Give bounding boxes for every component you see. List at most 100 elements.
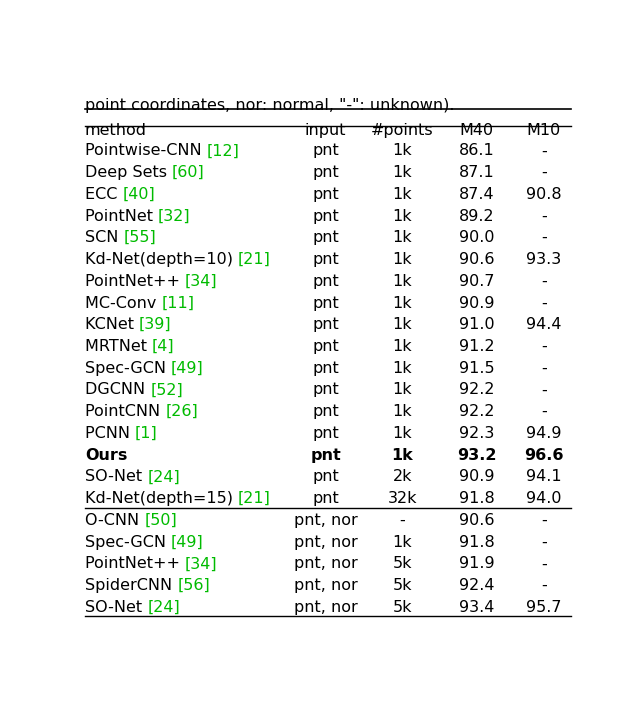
Text: 91.8: 91.8	[459, 534, 495, 550]
Text: method: method	[85, 123, 147, 137]
Text: -: -	[541, 295, 547, 310]
Text: -: -	[541, 165, 547, 180]
Text: [50]: [50]	[144, 513, 177, 528]
Text: 93.4: 93.4	[459, 600, 495, 615]
Text: 93.3: 93.3	[526, 252, 561, 267]
Text: -: -	[541, 231, 547, 245]
Text: PointNet: PointNet	[85, 209, 158, 223]
Text: PointNet++: PointNet++	[85, 274, 185, 289]
Text: -: -	[541, 382, 547, 398]
Text: 90.7: 90.7	[459, 274, 495, 289]
Text: -: -	[541, 513, 547, 528]
Text: 1k: 1k	[392, 187, 412, 202]
Text: 91.8: 91.8	[459, 491, 495, 506]
Text: pnt: pnt	[312, 404, 339, 419]
Text: 1k: 1k	[392, 382, 412, 398]
Text: -: -	[541, 556, 547, 571]
Text: DGCNN: DGCNN	[85, 382, 150, 398]
Text: 90.6: 90.6	[459, 513, 495, 528]
Text: 32k: 32k	[388, 491, 417, 506]
Text: [4]: [4]	[152, 339, 175, 354]
Text: 5k: 5k	[393, 600, 412, 615]
Text: [34]: [34]	[185, 274, 218, 289]
Text: pnt: pnt	[312, 491, 339, 506]
Text: pnt: pnt	[312, 361, 339, 376]
Text: [1]: [1]	[135, 426, 158, 441]
Text: 90.6: 90.6	[459, 252, 495, 267]
Text: Pointwise-CNN: Pointwise-CNN	[85, 143, 207, 159]
Text: [24]: [24]	[147, 470, 180, 484]
Text: 92.3: 92.3	[459, 426, 495, 441]
Text: 90.8: 90.8	[526, 187, 561, 202]
Text: Spec-GCN: Spec-GCN	[85, 361, 171, 376]
Text: input: input	[305, 123, 346, 137]
Text: pnt: pnt	[312, 317, 339, 332]
Text: pnt: pnt	[312, 274, 339, 289]
Text: Kd-Net(depth=15): Kd-Net(depth=15)	[85, 491, 238, 506]
Text: [12]: [12]	[207, 143, 239, 159]
Text: 1k: 1k	[392, 252, 412, 267]
Text: [34]: [34]	[185, 556, 218, 571]
Text: 1k: 1k	[392, 143, 412, 159]
Text: 1k: 1k	[392, 448, 413, 462]
Text: 93.2: 93.2	[457, 448, 497, 462]
Text: pnt: pnt	[312, 252, 339, 267]
Text: [52]: [52]	[150, 382, 183, 398]
Text: [24]: [24]	[147, 600, 180, 615]
Text: 94.1: 94.1	[526, 470, 561, 484]
Text: 87.1: 87.1	[459, 165, 495, 180]
Text: 92.2: 92.2	[459, 382, 495, 398]
Text: 96.6: 96.6	[524, 448, 563, 462]
Text: [21]: [21]	[238, 491, 271, 506]
Text: [49]: [49]	[171, 361, 204, 376]
Text: O-CNN: O-CNN	[85, 513, 144, 528]
Text: -: -	[541, 209, 547, 223]
Text: 1k: 1k	[392, 295, 412, 310]
Text: SpiderCNN: SpiderCNN	[85, 578, 177, 593]
Text: 1k: 1k	[392, 361, 412, 376]
Text: pnt: pnt	[312, 295, 339, 310]
Text: pnt: pnt	[310, 448, 341, 462]
Text: 1k: 1k	[392, 404, 412, 419]
Text: PointCNN: PointCNN	[85, 404, 165, 419]
Text: -: -	[399, 513, 405, 528]
Text: SO-Net: SO-Net	[85, 600, 147, 615]
Text: 91.2: 91.2	[459, 339, 495, 354]
Text: -: -	[541, 361, 547, 376]
Text: 1k: 1k	[392, 426, 412, 441]
Text: -: -	[541, 578, 547, 593]
Text: pnt, nor: pnt, nor	[294, 556, 357, 571]
Text: -: -	[541, 274, 547, 289]
Text: MC-Conv: MC-Conv	[85, 295, 161, 310]
Text: [49]: [49]	[171, 534, 204, 550]
Text: -: -	[541, 339, 547, 354]
Text: [11]: [11]	[161, 295, 195, 310]
Text: pnt: pnt	[312, 470, 339, 484]
Text: [40]: [40]	[122, 187, 156, 202]
Text: 94.4: 94.4	[526, 317, 561, 332]
Text: [39]: [39]	[139, 317, 172, 332]
Text: pnt: pnt	[312, 426, 339, 441]
Text: pnt: pnt	[312, 209, 339, 223]
Text: 95.7: 95.7	[526, 600, 561, 615]
Text: -: -	[541, 534, 547, 550]
Text: Spec-GCN: Spec-GCN	[85, 534, 171, 550]
Text: -: -	[541, 404, 547, 419]
Text: PointNet++: PointNet++	[85, 556, 185, 571]
Text: SCN: SCN	[85, 231, 124, 245]
Text: pnt, nor: pnt, nor	[294, 600, 357, 615]
Text: pnt: pnt	[312, 143, 339, 159]
Text: 1k: 1k	[392, 317, 412, 332]
Text: SO-Net: SO-Net	[85, 470, 147, 484]
Text: [60]: [60]	[172, 165, 205, 180]
Text: ECC: ECC	[85, 187, 122, 202]
Text: Kd-Net(depth=10): Kd-Net(depth=10)	[85, 252, 238, 267]
Text: 5k: 5k	[393, 578, 412, 593]
Text: 2k: 2k	[393, 470, 412, 484]
Text: 5k: 5k	[393, 556, 412, 571]
Text: pnt, nor: pnt, nor	[294, 513, 357, 528]
Text: M40: M40	[460, 123, 494, 137]
Text: Deep Sets: Deep Sets	[85, 165, 172, 180]
Text: 91.5: 91.5	[459, 361, 495, 376]
Text: 86.1: 86.1	[459, 143, 495, 159]
